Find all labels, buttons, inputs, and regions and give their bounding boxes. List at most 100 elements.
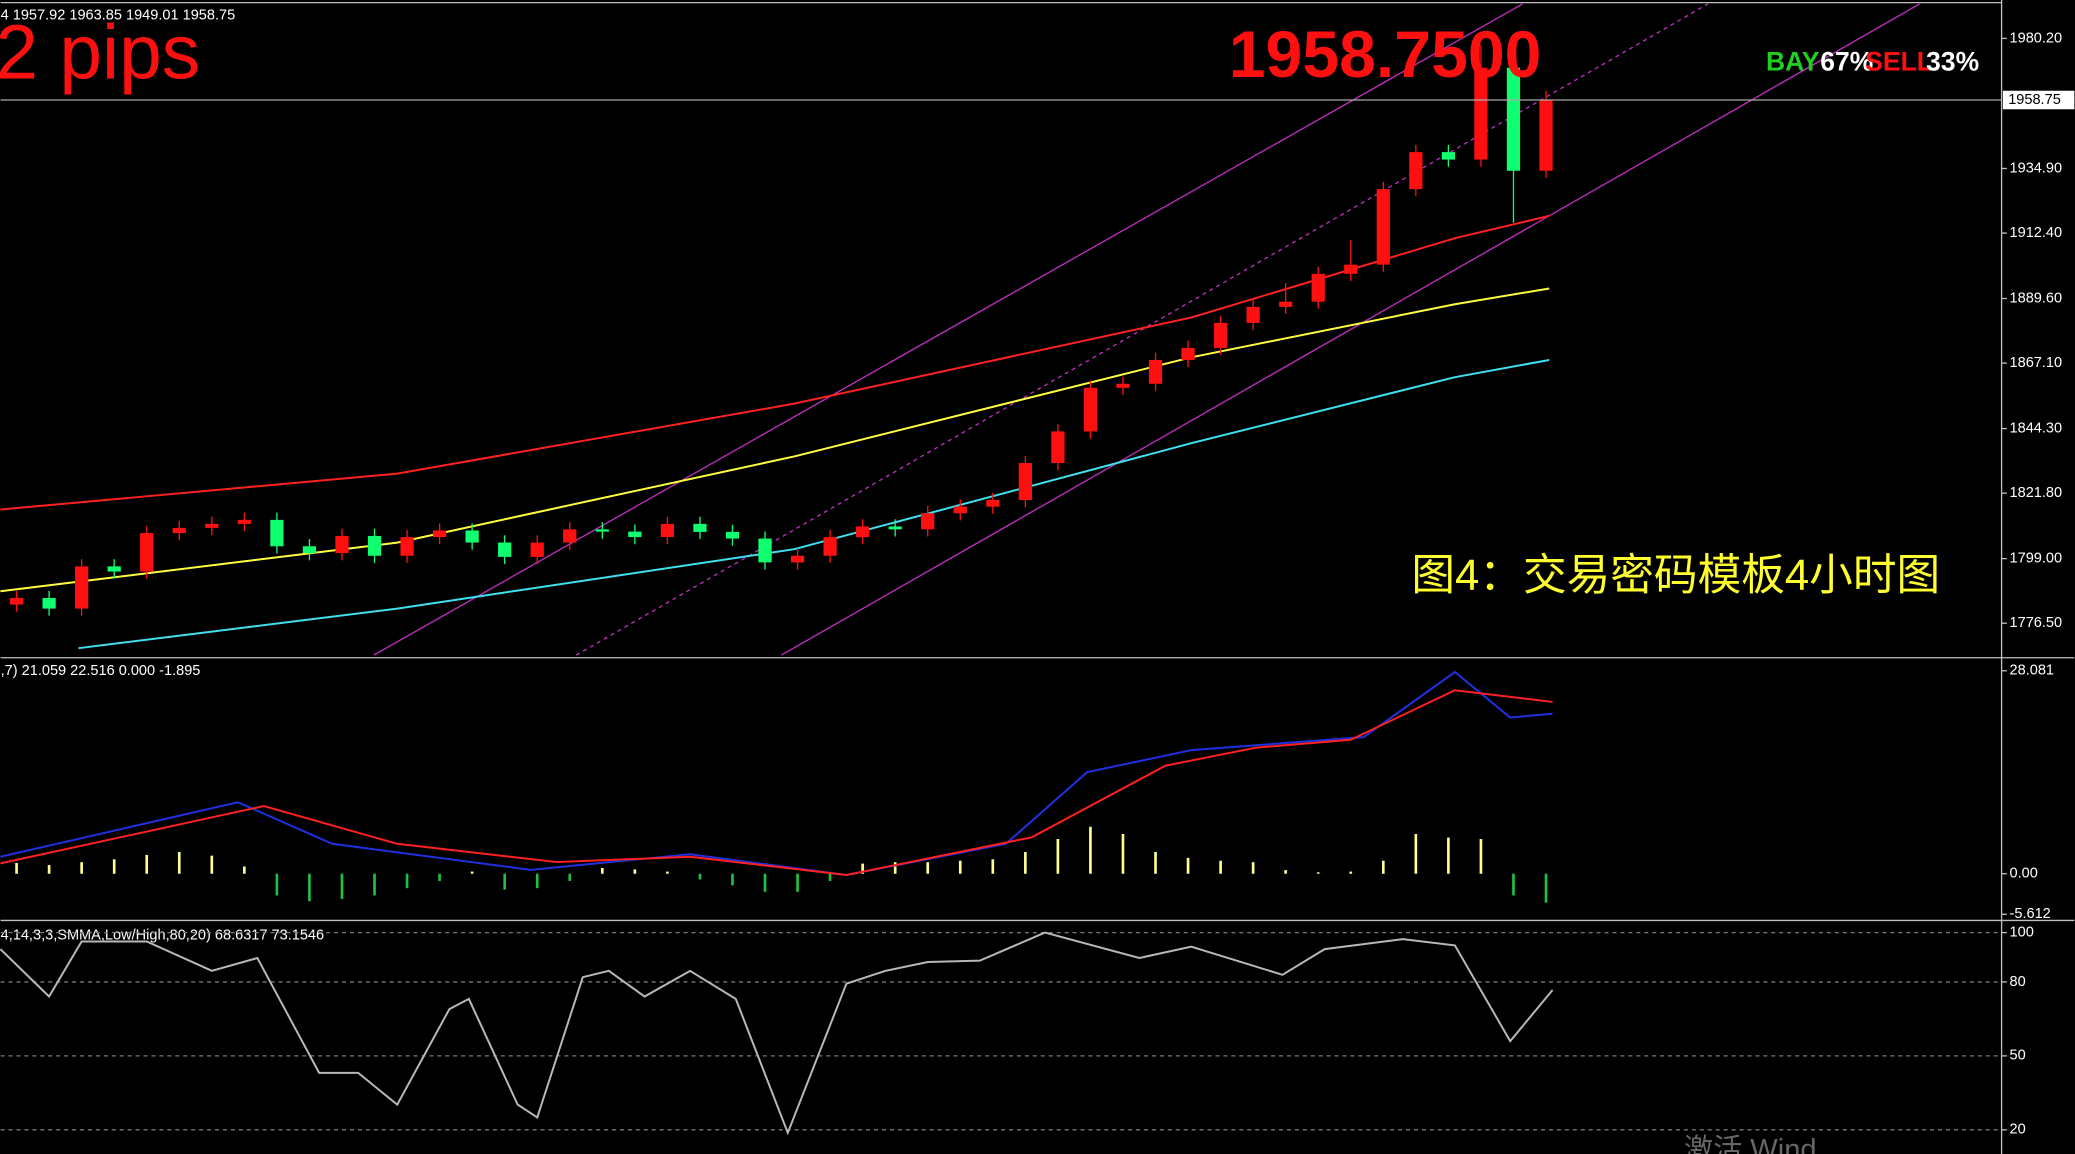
candle-body (790, 555, 805, 563)
histogram-bar (1089, 826, 1092, 874)
last-price-label: 1958.75 (2008, 92, 2061, 108)
y-tick-label: 1912.40 (2010, 225, 2063, 241)
candle-body (1051, 431, 1065, 464)
candle-body (1506, 67, 1521, 171)
panel: ,7) 21.059 22.516 0.000 -1.895 28.081 0.00… (0, 663, 2054, 922)
histogram-bar (731, 873, 734, 886)
y-tick-label: 1844.30 (2010, 420, 2063, 436)
buy-pct: 67% (1820, 47, 1873, 77)
panel-title: 4,14,3,3,SMMA,Low/High,80,20) 68.6317 73… (1, 927, 324, 943)
histogram-bar (243, 866, 246, 874)
histogram-bar (926, 862, 930, 874)
panel-title: ,7) 21.059 22.516 0.000 -1.895 (1, 663, 201, 679)
histogram-bar (210, 855, 214, 874)
indicator-line (0, 287, 1550, 593)
histogram-bar (958, 860, 962, 874)
y-tick-label: -5.612 (2010, 906, 2051, 922)
histogram-bar (15, 862, 18, 874)
candle-body (1311, 273, 1325, 302)
candle-body (9, 597, 24, 605)
y-tick-label: 1776.50 (2010, 615, 2063, 631)
candle-body (595, 529, 609, 532)
histogram-bar (503, 873, 507, 890)
histogram-bar (535, 873, 539, 889)
histogram-bar (600, 867, 604, 874)
histogram-bar (47, 865, 51, 874)
candle-body (660, 523, 675, 538)
histogram-bar (1479, 839, 1483, 874)
candle-body (1441, 152, 1456, 160)
last-price-tag (2002, 90, 2075, 110)
y-tick-label: 0.00 (2010, 866, 2038, 882)
channel-line (373, 3, 1523, 656)
candle-body (693, 523, 707, 532)
histogram-bar (80, 862, 83, 874)
candle-body (628, 531, 642, 538)
candle-body (921, 513, 935, 530)
panel: 4,14,3,3,SMMA,Low/High,80,20) 68.6317 73… (0, 924, 2034, 1138)
y-tick-label: 20 (2010, 1122, 2026, 1138)
plot: 4 1957.92 1963.85 1949.01 1958.75 1980.20… (0, 8, 2075, 1138)
candle-body (953, 506, 967, 514)
panel-title: 4 1957.92 1963.85 1949.01 1958.75 (1, 8, 236, 24)
pips: 2 pips (0, 11, 200, 96)
buy-label: BAY (1766, 47, 1820, 77)
candle-body (986, 500, 1000, 507)
candle-body (1279, 301, 1293, 307)
histogram-bar (405, 873, 409, 889)
candle-body (725, 531, 740, 539)
y-tick-label: 1799.00 (2010, 550, 2063, 566)
candle-body (1409, 152, 1423, 190)
histogram-bar (1121, 833, 1125, 874)
indicator-line (0, 931, 1554, 1136)
channel-line (781, 3, 1920, 656)
candle-body (563, 529, 577, 543)
y-tick-label: 1980.20 (2010, 30, 2063, 46)
candle-body (888, 526, 902, 530)
candle-body (75, 566, 89, 609)
candle-body (367, 535, 382, 556)
candle-body (172, 527, 186, 534)
candle-body (856, 526, 870, 538)
histogram-bar (1381, 860, 1385, 874)
histogram-bar (1024, 852, 1027, 874)
candle-body (42, 597, 56, 609)
histogram-bar (991, 859, 995, 874)
panel: 4 1957.92 1963.85 1949.01 1958.75 1980.20… (0, 8, 2075, 650)
candle-body (432, 530, 447, 538)
histogram-bar (828, 873, 832, 881)
candle-body (1344, 264, 1358, 274)
candle-body (530, 542, 544, 557)
candle-body (205, 523, 219, 528)
histogram-bar (308, 873, 311, 902)
candle-body (1246, 306, 1260, 323)
histogram-bar (1056, 839, 1060, 874)
y-tick-label: 1821.80 (2010, 485, 2063, 501)
candle-body (1083, 387, 1098, 432)
y-tick-label: 1889.60 (2010, 290, 2063, 306)
indicator-line (0, 689, 1553, 877)
histogram-bar (893, 862, 897, 874)
candle-body (140, 533, 154, 572)
candle-body (302, 546, 317, 554)
histogram-bar (796, 873, 799, 892)
watermark: 激活 Wind (1684, 1133, 1817, 1154)
caption: 图4：交易密码模板4小时图 (1411, 551, 1940, 600)
histogram-bar (666, 871, 669, 874)
candle-body (335, 535, 349, 554)
y-tick-label: 100 (2010, 924, 2034, 940)
indicator-line (0, 670, 1553, 877)
histogram-bar (1251, 862, 1255, 874)
histogram-bar (1414, 833, 1418, 874)
histogram-bar (698, 873, 702, 880)
candle-body (270, 519, 284, 547)
candle-body (1376, 189, 1390, 265)
candle-body (498, 542, 512, 557)
candle-body (1213, 322, 1228, 348)
histogram-bar (340, 873, 344, 900)
candle-body (1018, 463, 1032, 501)
candle-body (1116, 383, 1130, 388)
histogram-bar (1447, 837, 1450, 874)
